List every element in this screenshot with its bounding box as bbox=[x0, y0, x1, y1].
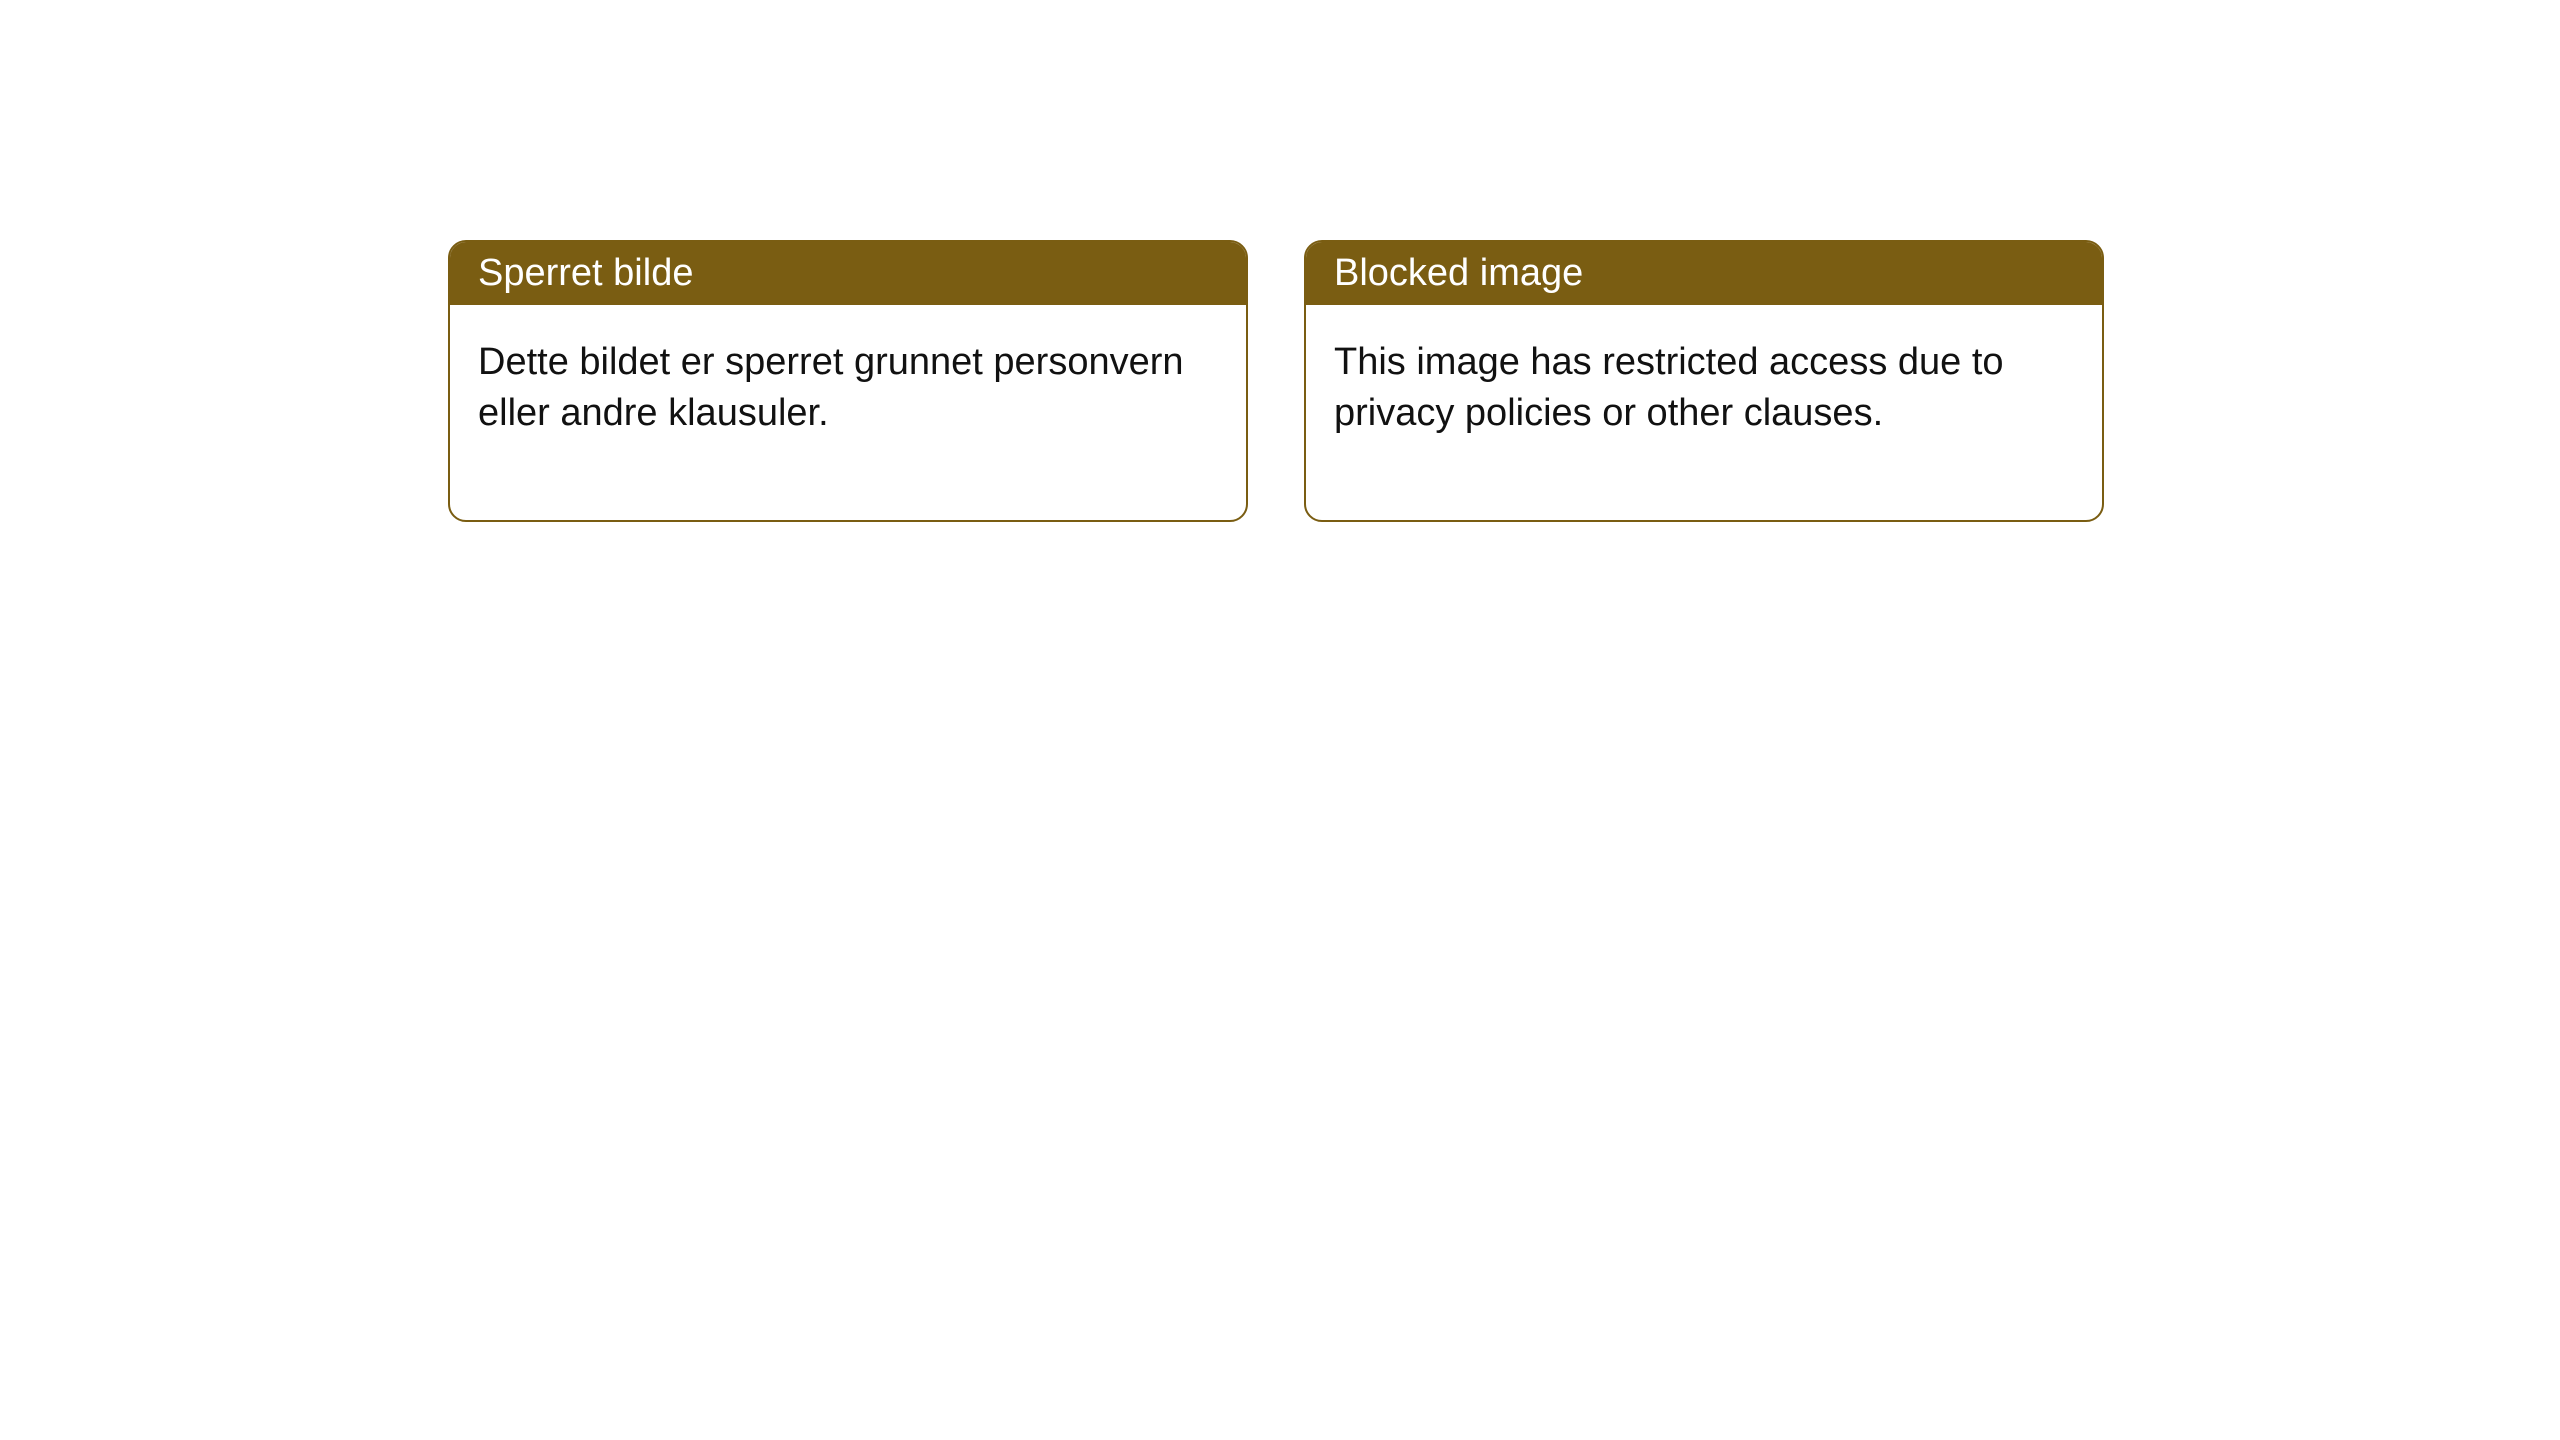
notice-header-norwegian: Sperret bilde bbox=[450, 242, 1246, 305]
notice-text-norwegian: Dette bildet er sperret grunnet personve… bbox=[478, 341, 1184, 434]
notice-text-english: This image has restricted access due to … bbox=[1334, 341, 2004, 434]
notice-container: Sperret bilde Dette bildet er sperret gr… bbox=[0, 0, 2560, 522]
notice-body-norwegian: Dette bildet er sperret grunnet personve… bbox=[450, 305, 1246, 520]
notice-header-english: Blocked image bbox=[1306, 242, 2102, 305]
notice-title-english: Blocked image bbox=[1334, 252, 1583, 294]
notice-title-norwegian: Sperret bilde bbox=[478, 252, 693, 294]
notice-card-english: Blocked image This image has restricted … bbox=[1304, 240, 2104, 522]
notice-body-english: This image has restricted access due to … bbox=[1306, 305, 2102, 520]
notice-card-norwegian: Sperret bilde Dette bildet er sperret gr… bbox=[448, 240, 1248, 522]
